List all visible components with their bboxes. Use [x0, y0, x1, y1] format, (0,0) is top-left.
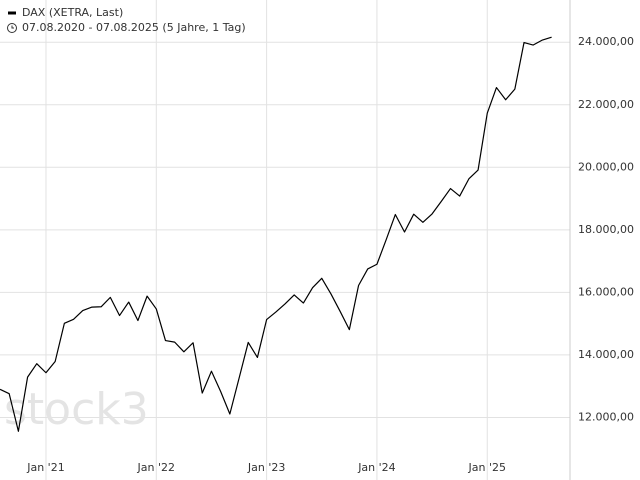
y-tick-label: 16.000,00 [578, 285, 634, 298]
x-tick-label: Jan '25 [468, 461, 506, 474]
y-tick-label: 22.000,00 [578, 98, 634, 111]
subtitle: 07.08.2020 - 07.08.2025 (5 Jahre, 1 Tag) [22, 21, 246, 34]
legend-label: DAX (XETRA, Last) [22, 6, 123, 19]
clock-icon [11, 25, 14, 29]
x-tick-label: Jan '23 [247, 461, 285, 474]
clock-icon [7, 23, 17, 33]
y-tick-label: 18.000,00 [578, 223, 634, 236]
y-tick-label: 14.000,00 [578, 348, 634, 361]
watermark: stock3 [4, 384, 149, 435]
grid [0, 0, 570, 480]
x-tick-label: Jan '24 [357, 461, 395, 474]
data-line [0, 36, 552, 432]
x-tick-label: Jan '22 [137, 461, 175, 474]
plot [0, 36, 552, 432]
y-tick-label: 12.000,00 [578, 410, 634, 423]
x-tick-label: Jan '21 [26, 461, 64, 474]
y-tick-label: 24.000,00 [578, 35, 634, 48]
y-tick-label: 20.000,00 [578, 160, 634, 173]
